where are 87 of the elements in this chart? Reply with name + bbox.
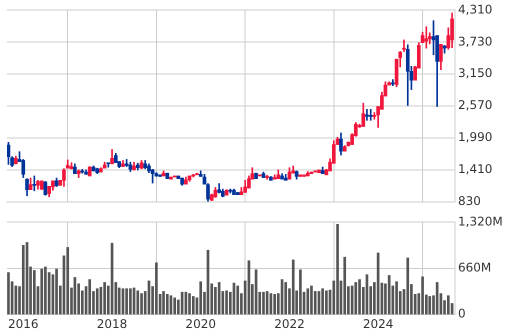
bar <box>55 268 58 314</box>
bar <box>366 274 368 314</box>
bar <box>284 282 288 314</box>
candlestick <box>310 172 314 174</box>
candlestick <box>302 174 306 177</box>
bar <box>140 293 143 314</box>
bar <box>136 290 140 314</box>
bar <box>428 296 432 314</box>
bar <box>299 269 302 314</box>
bar <box>406 258 410 314</box>
bar <box>7 272 10 314</box>
bar <box>446 295 450 314</box>
bar <box>22 244 25 314</box>
bar <box>110 242 114 314</box>
bar <box>74 277 76 314</box>
x-tick-label: 2022 <box>274 316 305 331</box>
bar <box>350 286 354 314</box>
bar <box>199 281 202 314</box>
bar <box>262 292 265 314</box>
bar <box>129 288 132 314</box>
bar <box>218 282 220 314</box>
bar <box>310 286 313 314</box>
y-tick-label: 660M <box>458 260 492 275</box>
bar <box>280 279 284 314</box>
x-tick-label: 2024 <box>362 316 394 331</box>
bar <box>395 281 398 314</box>
bar <box>44 266 47 314</box>
bar <box>125 288 128 314</box>
bar <box>122 288 124 314</box>
bar <box>206 250 210 314</box>
bar <box>188 293 191 314</box>
y-tick-label: 1,990 <box>458 130 492 144</box>
bar <box>40 268 44 314</box>
bar <box>232 282 236 314</box>
candlestick <box>169 176 173 180</box>
bar <box>336 224 339 314</box>
y-tick-label: 3,150 <box>458 66 492 80</box>
bar <box>266 291 268 314</box>
bar <box>358 279 361 314</box>
bar <box>148 280 150 314</box>
y-tick-label: 3,730 <box>458 34 492 48</box>
bar <box>376 252 380 314</box>
y-tick-label: 4,310 <box>458 2 492 16</box>
bar <box>166 294 169 314</box>
bar <box>88 279 92 314</box>
bar <box>318 291 320 314</box>
bar <box>96 288 99 314</box>
bar <box>66 247 70 314</box>
y-tick-label: 830 <box>458 194 481 208</box>
bar <box>254 269 258 314</box>
bar <box>236 286 240 314</box>
bar <box>354 282 358 314</box>
bar <box>162 291 165 314</box>
bar <box>273 294 276 314</box>
y-tick-label: 2,570 <box>458 98 492 112</box>
bar <box>14 286 18 314</box>
candlestick <box>158 174 162 177</box>
bar <box>292 260 295 314</box>
bar <box>170 295 172 314</box>
bar <box>173 297 176 314</box>
candlestick <box>298 174 302 177</box>
candlestick <box>236 192 240 195</box>
x-tick-label: 2018 <box>96 316 128 331</box>
candlestick <box>254 172 258 180</box>
bar <box>321 288 324 314</box>
bar <box>225 290 228 314</box>
bar <box>388 275 391 314</box>
bar <box>421 276 424 314</box>
x-tick-label: 2020 <box>185 316 216 331</box>
bar <box>184 292 188 314</box>
bar <box>132 288 136 314</box>
x-tick-label: 2016 <box>8 316 39 331</box>
bar <box>155 262 158 314</box>
bar <box>180 292 184 314</box>
bar <box>26 242 28 314</box>
bar <box>343 256 346 314</box>
y-tick-label: 1,410 <box>458 162 492 176</box>
bar <box>192 296 195 314</box>
bar <box>436 282 438 314</box>
y-tick-label: 0 <box>458 306 466 321</box>
bar <box>32 270 36 314</box>
bar <box>248 260 250 314</box>
bar <box>270 293 272 314</box>
bar <box>103 282 106 314</box>
bar <box>325 290 328 314</box>
bar <box>306 288 310 314</box>
y-tick-label: 1,320M <box>458 214 503 228</box>
